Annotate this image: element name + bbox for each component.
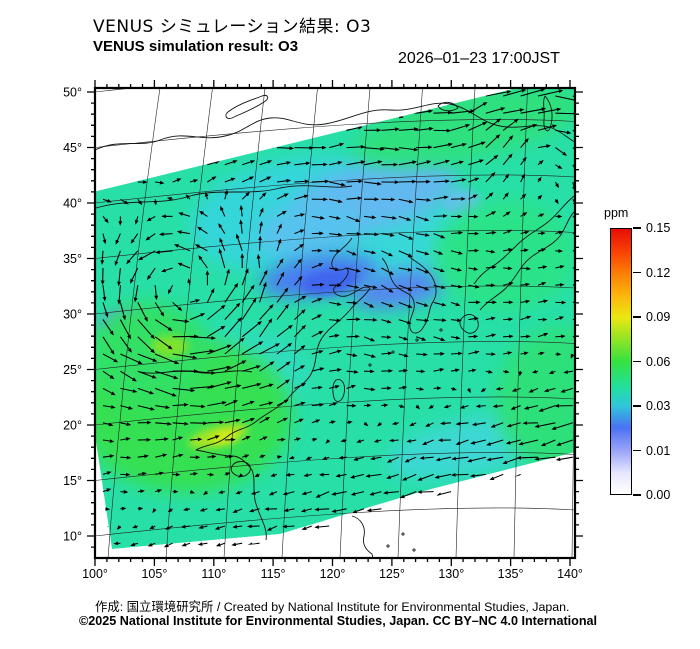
colorbar-tick — [633, 227, 641, 229]
colorbar-tick-label: 0.06 — [646, 354, 671, 369]
x-axis-tick-label: 140° — [557, 567, 583, 581]
colorbar-tick — [633, 494, 641, 496]
colorbar-tick-label: 0.03 — [646, 399, 671, 413]
y-axis-tick-label: 50° — [63, 86, 82, 100]
figure-title-english: VENUS simulation result: O3 — [93, 38, 299, 55]
colorbar-tick — [633, 449, 641, 452]
colorbar — [610, 228, 632, 495]
colorbar-tick-label: 0.12 — [646, 265, 671, 280]
y-axis-tick-label: 35° — [63, 252, 82, 266]
colorbar-unit-label: ppm — [604, 206, 629, 220]
colorbar-tick-label: 0.15 — [646, 221, 671, 235]
colorbar-tick — [633, 316, 641, 318]
colorbar-tick — [633, 360, 641, 363]
colorbar-tick — [633, 271, 641, 274]
colorbar-tick-label: 0.01 — [646, 443, 671, 458]
axis-labels: 100° 105° 110° 115° 120° 125° 130° 135° 140° 50° 4… — [63, 86, 583, 582]
timestamp-label: 2026–01–23 17:00JST — [398, 50, 560, 67]
coastlines — [95, 95, 575, 558]
y-axis-tick-label: 30° — [63, 308, 82, 322]
credits-line-2: ©2025 National Institute for Environment… — [79, 614, 598, 628]
y-axis-tick-label: 15° — [63, 474, 82, 488]
figure-title-japanese: VENUS シミュレーション結果: O3 — [93, 17, 372, 37]
x-axis-tick-label: 115° — [261, 567, 286, 581]
colorbar-tick — [633, 405, 641, 407]
colorbar-tick-label: 0.09 — [646, 310, 671, 324]
y-axis-tick-label: 20° — [63, 419, 82, 433]
x-axis-tick-label: 110° — [201, 567, 226, 581]
plot-frame — [93, 86, 577, 560]
colorbar-tick-label: 0.00 — [646, 488, 671, 502]
y-axis-tick-label: 40° — [63, 197, 82, 211]
x-axis-tick-label: 120° — [320, 567, 346, 581]
map-plot-content — [95, 88, 575, 558]
x-axis-tick-label: 130° — [438, 567, 464, 581]
x-axis-tick-label: 100° — [82, 567, 108, 581]
credits-line-1: 作成: 国立環境研究所 / Created by National Instit… — [95, 600, 570, 614]
y-axis-tick-label: 25° — [63, 363, 82, 377]
y-axis-tick-label: 45° — [63, 141, 82, 155]
y-axis-tick-label: 10° — [63, 530, 82, 544]
x-axis-tick-label: 135° — [498, 567, 524, 581]
x-axis-tick-label: 105° — [141, 567, 167, 581]
x-axis-tick-label: 125° — [379, 567, 405, 581]
axis-ticks — [87, 80, 583, 566]
